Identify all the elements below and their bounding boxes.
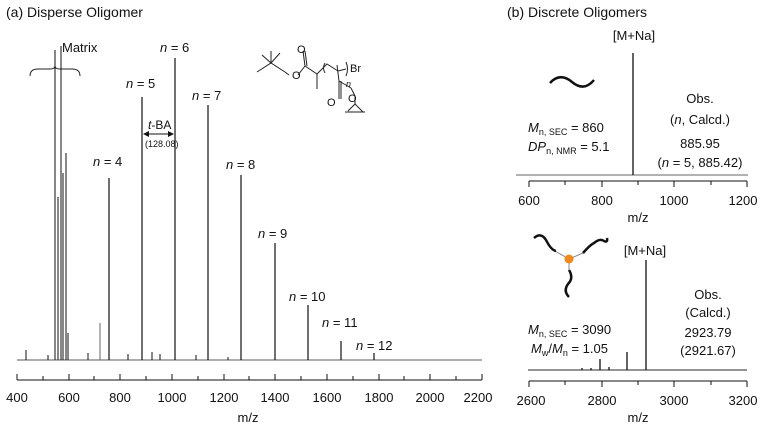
svg-text:(Calcd.): (Calcd.): [685, 305, 731, 320]
oligomer-peaks: [108, 58, 375, 360]
svg-text:m/z: m/z: [628, 210, 649, 225]
b2-peak-label: [M+Na]: [624, 243, 666, 258]
svg-text:3200: 3200: [729, 393, 758, 408]
svg-text:Obs.: Obs.: [694, 287, 721, 302]
svg-text:n = 8: n = 8: [226, 157, 255, 172]
svg-text:800: 800: [591, 193, 613, 208]
svg-text:n = 7: n = 7: [192, 88, 221, 103]
x-axis-b2: [528, 380, 748, 387]
tba-annotation: t-BA (128.08): [143, 118, 179, 149]
svg-text:t-BA: t-BA: [148, 118, 171, 132]
svg-text:800: 800: [109, 390, 131, 405]
peak-labels: n = 4 n = 5 n = 6 n = 7 n = 8 n = 9 n = …: [93, 40, 393, 353]
svg-text:2000: 2000: [416, 390, 445, 405]
svg-text:n = 10: n = 10: [289, 289, 326, 304]
svg-text:n = 6: n = 6: [160, 40, 189, 55]
b1-peak-label: [M+Na]: [613, 28, 655, 43]
svg-text:n = 5: n = 5: [126, 76, 155, 91]
svg-text:3000: 3000: [660, 393, 689, 408]
x-axis-a-label: m/z: [238, 410, 259, 425]
svg-text:(n, Calcd.): (n, Calcd.): [670, 112, 730, 127]
b1-dp: DPn, NMR = 5.1: [528, 139, 609, 156]
svg-text:2600: 2600: [517, 393, 546, 408]
x-axis-a: [16, 374, 483, 381]
svg-text:2800: 2800: [588, 393, 617, 408]
linear-chain-icon: [549, 76, 595, 88]
b2-mn: Mn, SEC = 3090: [528, 322, 611, 339]
svg-text:O: O: [292, 70, 301, 82]
x-ticks-b2: 2600 2800 3000 3200: [517, 393, 758, 408]
svg-text:885.95: 885.95: [680, 136, 720, 151]
svg-text:400: 400: [6, 390, 28, 405]
svg-text:2923.79: 2923.79: [685, 325, 732, 340]
svg-text:O: O: [348, 93, 357, 105]
svg-text:Obs.: Obs.: [686, 91, 713, 106]
panel-a-title: (a) Disperse Oligomer: [6, 4, 143, 20]
star-polymer-icon: [533, 234, 609, 298]
svg-text:600: 600: [58, 390, 80, 405]
svg-text:1200: 1200: [210, 390, 239, 405]
svg-text:1000: 1000: [158, 390, 187, 405]
svg-text:n = 12: n = 12: [356, 338, 393, 353]
svg-text:600: 600: [518, 193, 540, 208]
x-axis-b1: [528, 180, 748, 187]
svg-text:n = 4: n = 4: [93, 154, 122, 169]
svg-text:O: O: [297, 44, 306, 56]
b2-mwmn: Mw/Mn = 1.05: [531, 341, 608, 358]
svg-text:O: O: [327, 97, 336, 109]
b2-peaks: [581, 260, 647, 370]
panel-b-title: (b) Discrete Oligomers: [507, 4, 647, 20]
svg-text:1600: 1600: [313, 390, 342, 405]
matrix-label: Matrix: [62, 40, 98, 55]
svg-text:2200: 2200: [464, 390, 493, 405]
svg-text:n = 9: n = 9: [258, 226, 287, 241]
chemical-structure: [256, 50, 365, 113]
bromine-label: Br: [350, 63, 361, 75]
svg-text:n = 11: n = 11: [322, 315, 358, 330]
x-ticks-b1: 600 800 1000 1200: [518, 193, 757, 208]
svg-text:1400: 1400: [261, 390, 290, 405]
svg-text:1000: 1000: [660, 193, 689, 208]
svg-text:n: n: [346, 79, 351, 89]
svg-text:(n = 5, 885.42): (n = 5, 885.42): [658, 155, 743, 170]
svg-text:(2921.67): (2921.67): [680, 343, 736, 358]
svg-text:(128.08): (128.08): [145, 139, 179, 149]
b1-mn: Mn, SEC = 860: [528, 120, 604, 137]
svg-text:1200: 1200: [729, 193, 758, 208]
svg-text:1800: 1800: [365, 390, 394, 405]
matrix-peaks: [25, 46, 229, 360]
svg-text:m/z: m/z: [628, 410, 649, 425]
x-ticks-a: 400 600 800 1000 1200 1400 1600 1800 200…: [6, 390, 492, 405]
